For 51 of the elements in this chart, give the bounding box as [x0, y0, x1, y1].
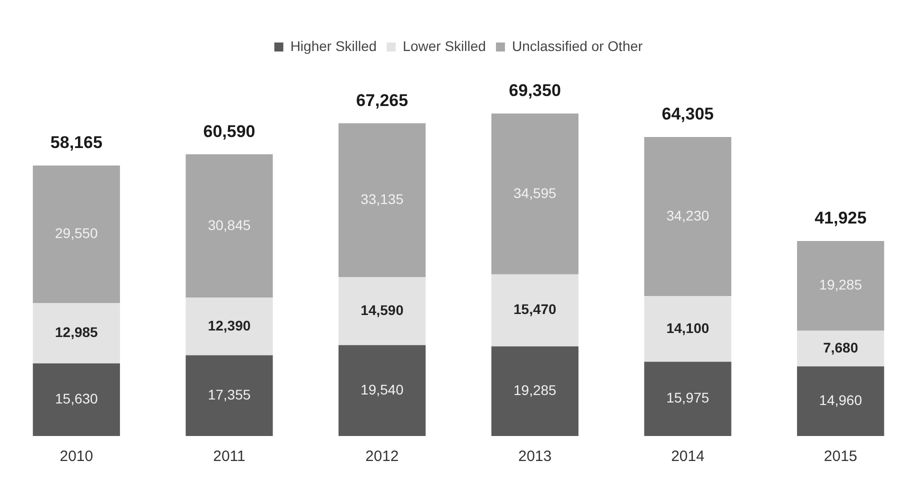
- bar: [644, 136, 732, 296]
- data-label: 12,390: [208, 317, 251, 334]
- data-label: 17,355: [208, 386, 251, 403]
- data-label: 30,845: [208, 216, 251, 233]
- total-label: 67,265: [356, 90, 408, 110]
- data-label: 14,960: [819, 392, 862, 408]
- legend-label: Higher Skilled: [290, 38, 377, 54]
- data-label: 19,540: [360, 381, 404, 398]
- x-tick-label: 2011: [213, 448, 246, 466]
- data-label: 34,230: [666, 207, 710, 224]
- bar: [186, 154, 273, 298]
- data-label: 14,100: [666, 320, 710, 336]
- bar: [797, 330, 884, 366]
- bar: [32, 166, 120, 303]
- bar: [644, 362, 732, 436]
- legend-label: Unclassified or Other: [512, 38, 644, 54]
- data-label: 15,975: [666, 390, 710, 406]
- bar: [491, 114, 578, 274]
- bar: [797, 241, 884, 331]
- data-label: 34,595: [514, 184, 557, 201]
- bar: [797, 366, 884, 436]
- total-label: 64,305: [662, 104, 714, 124]
- data-label: 19,285: [819, 276, 862, 293]
- data-label: 15,630: [55, 390, 98, 407]
- data-label: 15,470: [514, 301, 557, 318]
- data-label: 12,985: [55, 324, 98, 340]
- bar: [186, 355, 273, 436]
- data-label: 19,285: [514, 382, 557, 398]
- data-label: 7,680: [823, 339, 858, 356]
- total-label: 58,165: [50, 133, 102, 152]
- bar: [338, 277, 426, 346]
- total-label: 60,590: [203, 122, 256, 141]
- x-tick-label: 2010: [60, 448, 94, 466]
- bar: [32, 302, 120, 364]
- total-label: 69,350: [508, 81, 561, 100]
- bar: [644, 296, 732, 362]
- x-tick-label: 2012: [365, 448, 399, 466]
- bar: [186, 298, 273, 356]
- data-label: 14,590: [360, 302, 404, 318]
- data-label: 29,550: [55, 225, 98, 242]
- x-tick-label: 2015: [824, 448, 858, 466]
- bar: [491, 274, 578, 346]
- total-label: 41,925: [814, 208, 867, 228]
- bar: [338, 123, 426, 278]
- bar: [32, 363, 120, 436]
- x-tick-label: 2014: [671, 448, 704, 466]
- x-tick-label: 2013: [518, 448, 552, 466]
- bar: [491, 346, 578, 436]
- bar: [338, 345, 426, 436]
- data-label: 33,135: [360, 191, 404, 208]
- legend-label: Lower Skilled: [402, 38, 486, 54]
